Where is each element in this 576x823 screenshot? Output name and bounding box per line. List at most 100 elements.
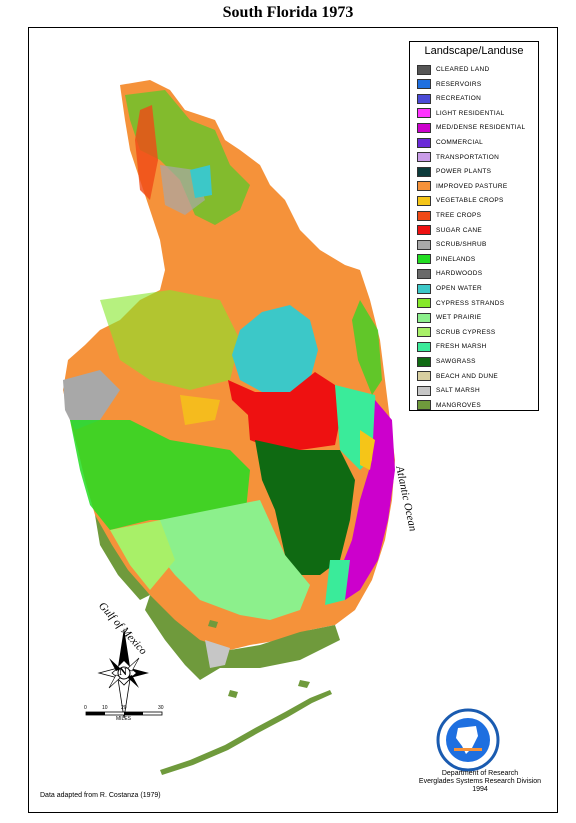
legend-label: COMMERCIAL [436,139,484,146]
legend-swatch [417,356,431,367]
legend-label: PINELANDS [436,255,476,263]
legend-item: COMMERCIAL [417,137,483,148]
legend-swatch [417,298,431,309]
legend-label: VEGETABLE CROPS [436,197,504,205]
legend-item: FRESH MARSH [417,341,487,352]
open-water-north [190,165,212,198]
legend-swatch [417,341,431,352]
legend-swatch [417,239,431,250]
legend-label: SALT MARSH [436,387,480,395]
vegetable-west [180,395,220,425]
legend-item: IMPROVED PASTURE [417,181,508,192]
legend-item: CYPRESS STRANDS [417,298,504,309]
legend-swatch [417,371,431,382]
wet-prairie-south [155,500,310,620]
legend-item: WET PRAIRIE [417,312,481,323]
legend-item: POWER PLANTS [417,166,491,177]
florida-keys [160,690,332,775]
legend: Landscape/Landuse CLEARED LAND RESERVOIRS… [409,41,539,411]
legend-swatch [417,268,431,279]
legend-swatch [417,283,431,294]
legend-label: CYPRESS STRANDS [436,299,505,307]
department-line1: Department of Research [441,770,519,777]
data-credit: Data adapted from R. Costanza (1979) [40,792,161,799]
legend-swatch [417,225,431,236]
legend-swatch [417,93,431,104]
north-arrow-icon [97,628,149,719]
legend-swatch [417,64,431,75]
east-coast-light-res [352,300,382,395]
map-frame [28,27,558,813]
legend-label: SCRUB CYPRESS [436,328,496,336]
department-line3: 1994 [472,786,488,793]
legend-label: CLEARED LAND [436,66,490,73]
legend-label: SUGAR CANE [436,226,482,234]
legend-item: MED/DENSE RESIDENTIAL [417,122,525,133]
legend-swatch [417,79,431,90]
legend-swatch [417,400,431,411]
legend-swatch [417,108,431,119]
legend-item: SCRUB CYPRESS [417,327,496,338]
legend-swatch [417,195,431,206]
scrub-cypress-south [110,520,175,590]
sfwmd-logo-icon [436,708,500,772]
legend-item: SUGAR CANE [417,225,482,236]
legend-item: VEGETABLE CROPS [417,195,504,206]
legend-swatch [417,137,431,148]
legend-label: POWER PLANTS [436,168,492,176]
legend-item: CLEARED LAND [417,64,489,75]
legend-label: OPEN WATER [436,285,482,292]
map-title: South Florida 1973 [222,4,354,21]
legend-label: HARDWOODS [436,270,483,278]
east-coast-residential [340,400,395,600]
sawgrass-area [255,440,355,575]
salt-marsh-south [205,640,230,668]
north-label: N [119,666,127,678]
legend-swatch [417,181,431,192]
legend-swatch [417,254,431,265]
department-credit: Department of Research Everglades System… [400,770,560,794]
legend-swatch [417,327,431,338]
legend-label: TREE CROPS [436,212,482,219]
legend-item: RECREATION [417,93,481,104]
legend-label: RECREATION [436,95,482,103]
legend-swatch [417,312,431,323]
legend-item: TREE CROPS [417,210,481,221]
mangroves-south [145,595,340,680]
legend-label: WET PRAIRIE [436,314,482,322]
legend-label: SCRUB/SHRUB [436,241,487,249]
east-vegetables [360,430,375,470]
legend-label: MANGROVES [436,401,481,409]
legend-label: MED/DENSE RESIDENTIAL [436,124,526,132]
legend-item: OPEN WATER [417,283,482,294]
legend-swatch [417,166,431,177]
central-green [100,290,240,390]
scale-bar [85,711,163,716]
legend-item: LIGHT RESIDENTIAL [417,108,505,119]
legend-label: LIGHT RESIDENTIAL [436,109,505,117]
tree-crops-west [135,105,158,200]
legend-label: IMPROVED PASTURE [436,182,508,190]
legend-item: BEACH AND DUNE [417,371,498,382]
legend-title: Landscape/Landuse [424,45,524,57]
legend-swatch [417,152,431,163]
scale-tick-0: 0 [84,705,87,711]
scale-tick-30: 30 [158,705,164,711]
mangroves-west [95,515,150,600]
east-fresh-marsh [325,560,350,605]
legend-item: PINELANDS [417,254,476,265]
legend-swatch [417,122,431,133]
north-pinelands [125,90,250,225]
legend-label: BEACH AND DUNE [436,372,498,380]
legend-label: SAWGRASS [436,358,476,365]
legend-item: SALT MARSH [417,385,480,396]
scale-tick-20: 20 [121,705,127,711]
scale-tick-10: 10 [102,705,108,711]
legend-label: RESERVOIRS [436,80,482,88]
department-line2: Everglades Systems Research Division [418,778,542,785]
legend-item: MANGROVES [417,400,481,411]
legend-label: TRANSPORTATION [436,153,500,161]
legend-item: SCRUB/SHRUB [417,239,487,250]
west-pinelands [70,420,250,530]
